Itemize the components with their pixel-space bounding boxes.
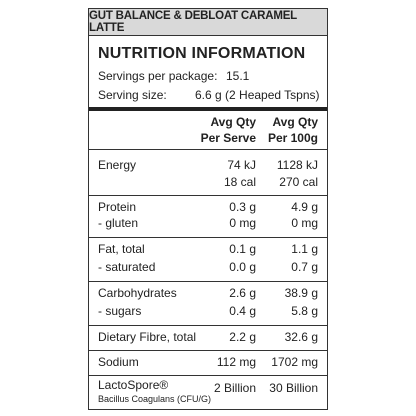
carbohydrates-100g: 38.9 g xyxy=(284,286,318,300)
divider xyxy=(89,195,327,196)
fat-total-100g: 1.1 g xyxy=(291,242,318,256)
sugars-label: - sugars xyxy=(98,304,142,318)
col-per-serve-line1: Avg Qty xyxy=(210,115,256,129)
lactospore-label: LactoSpore® xyxy=(98,378,169,392)
divider xyxy=(89,281,327,282)
carbohydrates-serve: 2.6 g xyxy=(229,286,256,300)
col-per-100g-line1: Avg Qty xyxy=(272,115,318,129)
serving-size-label: Serving size: xyxy=(98,88,167,102)
energy-serve-kj: 74 kJ xyxy=(227,158,256,172)
gluten-serve: 0 mg xyxy=(229,216,256,230)
col-per-100g-line2: Per 100g xyxy=(267,131,318,145)
gluten-label: - gluten xyxy=(98,216,139,230)
divider xyxy=(89,149,327,150)
servings-label: Servings per package: xyxy=(98,69,218,83)
nutrition-panel: GUT BALANCE & DEBLOAT CARAMEL LATTE NUTR… xyxy=(88,8,328,410)
servings-row: Servings per package: 15.1 xyxy=(98,69,249,83)
divider xyxy=(89,350,327,351)
sodium-serve: 112 mg xyxy=(216,355,256,369)
divider xyxy=(89,375,327,376)
servings-value: 15.1 xyxy=(226,69,250,83)
serving-size-row: Serving size: 6.6 g (2 Heaped Tspns) xyxy=(98,88,320,102)
gluten-100g: 0 mg xyxy=(291,216,318,230)
lactospore-100g: 30 Billion xyxy=(269,381,318,395)
dietary-fibre-label: Dietary Fibre, total xyxy=(98,330,197,344)
sugars-serve: 0.4 g xyxy=(229,304,256,318)
protein-100g: 4.9 g xyxy=(291,200,318,214)
sodium-100g: 1702 mg xyxy=(271,355,318,369)
divider xyxy=(89,325,327,326)
energy-label: Energy xyxy=(98,158,137,172)
fat-total-serve: 0.1 g xyxy=(229,242,256,256)
protein-label: Protein xyxy=(98,200,137,214)
saturated-serve: 0.0 g xyxy=(229,260,256,274)
energy-serve-cal: 18 cal xyxy=(223,175,256,189)
sodium-label: Sodium xyxy=(98,355,139,369)
divider xyxy=(89,237,327,238)
saturated-100g: 0.7 g xyxy=(291,260,318,274)
lactospore-sublabel: Bacillus Coagulans (CFU/G) xyxy=(98,394,212,404)
col-per-serve-line2: Per Serve xyxy=(200,131,256,145)
product-title: GUT BALANCE & DEBLOAT CARAMEL LATTE xyxy=(89,9,327,36)
carbohydrates-label: Carbohydrates xyxy=(98,286,177,300)
saturated-label: - saturated xyxy=(98,260,156,274)
lactospore-serve: 2 Billion xyxy=(213,381,256,395)
nutrition-heading: NUTRITION INFORMATION xyxy=(98,45,306,62)
sugars-100g: 5.8 g xyxy=(291,304,318,318)
energy-100g-kj: 1128 kJ xyxy=(276,158,318,172)
dietary-fibre-100g: 32.6 g xyxy=(284,330,318,344)
dietary-fibre-serve: 2.2 g xyxy=(229,330,256,344)
energy-100g-cal: 270 cal xyxy=(279,175,318,189)
serving-size-value: 6.6 g (2 Heaped Tspns) xyxy=(195,88,320,102)
protein-serve: 0.3 g xyxy=(229,200,256,214)
thick-divider xyxy=(89,107,327,111)
fat-total-label: Fat, total xyxy=(98,242,145,256)
